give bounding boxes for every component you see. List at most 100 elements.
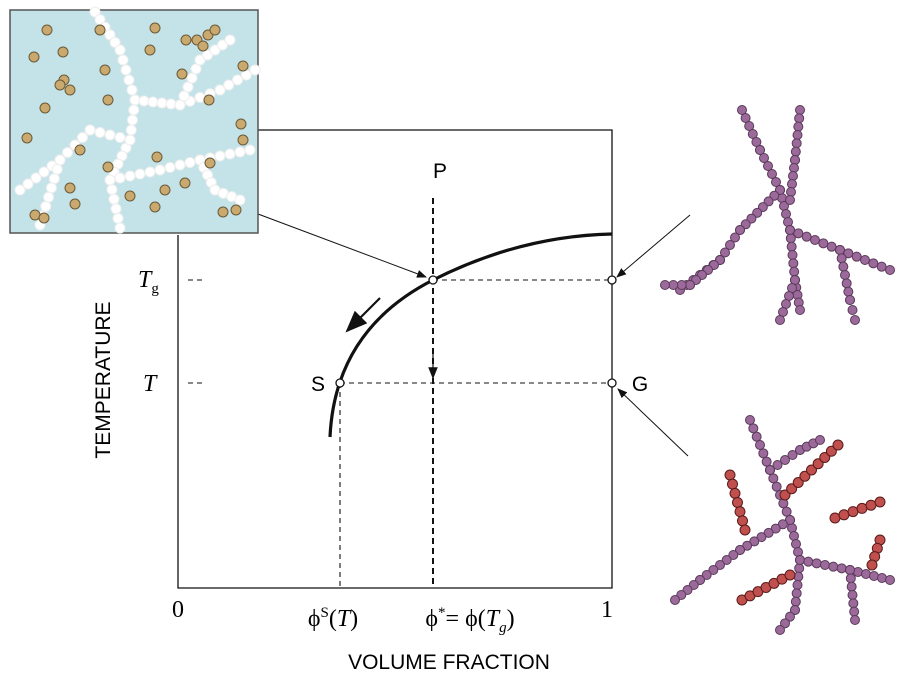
particle bbox=[769, 474, 778, 483]
particle bbox=[786, 196, 795, 205]
diagram: P S G Tg T TEMPERATURE 0 ϕS(T) ϕ*= ϕ(Tg)… bbox=[0, 0, 899, 677]
particle bbox=[103, 162, 113, 172]
particle bbox=[793, 581, 802, 590]
x-tick-label: ϕS(T) bbox=[308, 605, 358, 632]
particle bbox=[46, 183, 56, 193]
particle bbox=[795, 114, 804, 123]
particle bbox=[787, 242, 796, 251]
particle bbox=[175, 160, 185, 170]
particle bbox=[95, 128, 105, 138]
particle bbox=[100, 65, 110, 75]
particle bbox=[851, 616, 860, 625]
particle bbox=[29, 52, 39, 62]
particle bbox=[225, 35, 235, 45]
particle bbox=[846, 296, 855, 305]
particle bbox=[150, 23, 160, 33]
particle bbox=[795, 564, 804, 573]
particle bbox=[837, 254, 846, 263]
particle bbox=[231, 205, 241, 215]
particle bbox=[789, 259, 798, 268]
particle bbox=[848, 507, 858, 517]
particle bbox=[866, 500, 876, 510]
particle bbox=[70, 199, 80, 209]
particle bbox=[22, 133, 32, 143]
particle bbox=[238, 135, 248, 145]
particle bbox=[160, 185, 170, 195]
particle bbox=[793, 131, 802, 140]
particle bbox=[786, 226, 795, 235]
particle bbox=[15, 185, 25, 195]
particle bbox=[756, 441, 765, 450]
particle bbox=[180, 178, 190, 188]
particle bbox=[861, 256, 870, 265]
particle bbox=[790, 267, 799, 276]
particle bbox=[150, 202, 160, 212]
particle bbox=[725, 470, 735, 480]
particle bbox=[218, 207, 228, 217]
x-tick-label: ϕ*= ϕ(Tg) bbox=[425, 605, 514, 636]
particle bbox=[135, 169, 145, 179]
particle bbox=[788, 251, 797, 260]
particle bbox=[833, 440, 843, 450]
x-tick-label: 0 bbox=[172, 597, 184, 623]
particle bbox=[127, 85, 137, 95]
particle bbox=[811, 236, 820, 245]
particle bbox=[181, 35, 191, 45]
particle bbox=[752, 432, 761, 441]
particle bbox=[121, 65, 131, 75]
particle bbox=[145, 45, 155, 55]
illustrations bbox=[15, 7, 895, 635]
particle bbox=[44, 192, 54, 202]
particle bbox=[886, 576, 895, 585]
point-label: P bbox=[433, 160, 447, 183]
particle bbox=[85, 125, 95, 135]
particle bbox=[849, 599, 858, 608]
particle bbox=[115, 223, 125, 233]
particle bbox=[157, 98, 167, 108]
particle bbox=[802, 232, 811, 241]
particle bbox=[846, 566, 855, 575]
particle bbox=[869, 259, 878, 268]
particle bbox=[105, 175, 115, 185]
particle bbox=[877, 262, 886, 271]
particle bbox=[40, 103, 50, 113]
particle bbox=[846, 574, 855, 583]
particle bbox=[740, 525, 750, 535]
point-label: S bbox=[311, 373, 325, 396]
particle bbox=[187, 73, 197, 83]
particle bbox=[839, 510, 849, 520]
particle bbox=[830, 513, 840, 523]
particle bbox=[844, 287, 853, 296]
particle bbox=[166, 99, 176, 109]
particle bbox=[819, 239, 828, 248]
particle bbox=[225, 149, 235, 159]
particle bbox=[42, 25, 52, 35]
particle bbox=[735, 507, 745, 517]
particle bbox=[238, 61, 248, 71]
particle bbox=[671, 596, 680, 605]
particle bbox=[794, 122, 803, 131]
particle bbox=[115, 133, 125, 143]
particle bbox=[115, 173, 125, 183]
particle bbox=[105, 130, 115, 140]
particle bbox=[52, 164, 62, 174]
particle bbox=[107, 185, 117, 195]
y-tick-label: T bbox=[143, 371, 158, 397]
particle bbox=[848, 591, 857, 600]
particle bbox=[791, 597, 800, 606]
particle bbox=[661, 281, 670, 290]
particle bbox=[759, 449, 768, 458]
curve-arrow bbox=[347, 298, 380, 331]
particle bbox=[204, 95, 214, 105]
particle bbox=[847, 582, 856, 591]
particle bbox=[782, 507, 791, 516]
particle bbox=[55, 80, 65, 90]
particle bbox=[109, 194, 119, 204]
particle bbox=[796, 106, 805, 115]
guides bbox=[188, 280, 612, 588]
particle bbox=[245, 145, 255, 155]
particle bbox=[812, 559, 821, 568]
particle bbox=[839, 262, 848, 271]
particle bbox=[796, 556, 805, 565]
y-tick-label: Tg bbox=[138, 267, 159, 297]
